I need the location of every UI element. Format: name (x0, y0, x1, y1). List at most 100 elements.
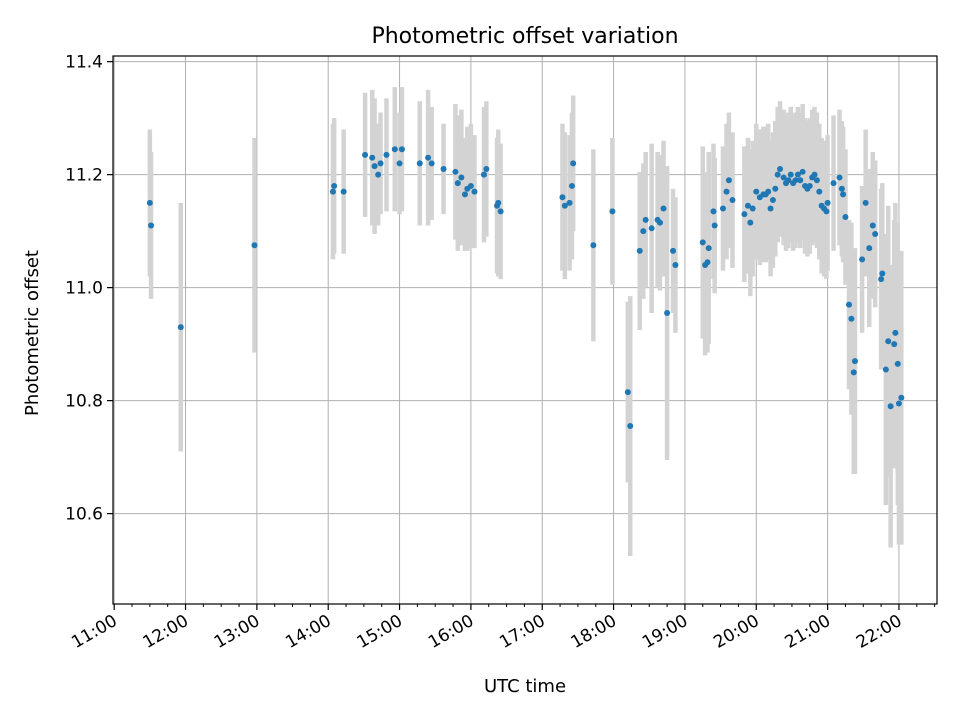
data-point (836, 174, 843, 181)
data-point (866, 245, 873, 252)
data-point (636, 247, 643, 254)
data-point (769, 197, 776, 204)
data-point (850, 369, 857, 376)
data-point (391, 146, 398, 153)
data-point (859, 256, 866, 263)
data-point (642, 216, 649, 223)
data-point (440, 165, 447, 172)
data-point (458, 174, 465, 181)
data-point (823, 208, 830, 215)
data-point (329, 188, 336, 195)
data-point (670, 247, 677, 254)
grid (113, 56, 937, 604)
data-point (846, 301, 853, 308)
data-point (416, 160, 423, 167)
data-point (824, 199, 831, 206)
chart-title: Photometric offset variation (371, 24, 678, 49)
data-point (887, 403, 894, 410)
data-point (559, 194, 566, 201)
y-tick-label: 10.6 (65, 505, 103, 525)
data-point (811, 171, 818, 178)
data-point (723, 188, 730, 195)
y-tick-label: 11.0 (65, 279, 103, 299)
plot-frame (112, 55, 938, 605)
data-point (869, 222, 876, 229)
data-point (590, 242, 597, 249)
data-point (624, 389, 631, 396)
data-point (467, 182, 474, 189)
data-point (891, 341, 898, 348)
data-point (838, 185, 845, 192)
data-point (570, 160, 577, 167)
data-point (816, 188, 823, 195)
data-point (672, 262, 679, 269)
data-point (648, 225, 655, 232)
data-point (753, 188, 760, 195)
data-point (561, 202, 568, 209)
data-point (699, 239, 706, 246)
data-point (331, 182, 338, 189)
data-point (660, 205, 667, 212)
data-point (787, 171, 794, 178)
data-point (566, 199, 573, 206)
data-point (375, 171, 382, 178)
data-point (704, 259, 711, 266)
data-point (785, 177, 792, 184)
data-point (792, 177, 799, 184)
data-point (862, 199, 869, 206)
data-point (894, 360, 901, 367)
data-point (898, 394, 905, 401)
data-point (452, 168, 459, 175)
y-axis-ticks: 10.6 10.8 11.0 11.2 11.4 (65, 53, 113, 525)
data-point (765, 188, 772, 195)
data-point (177, 324, 184, 331)
data-points (146, 146, 905, 430)
data-point (497, 208, 504, 215)
data-point (483, 165, 490, 172)
data-point (371, 163, 378, 170)
data-point (878, 276, 885, 283)
data-point (428, 160, 435, 167)
data-point (710, 208, 717, 215)
data-point (872, 230, 879, 237)
data-point (369, 154, 376, 161)
data-point (774, 171, 781, 178)
data-point (892, 329, 899, 336)
y-tick-label: 11.2 (65, 166, 103, 186)
data-point (767, 205, 774, 212)
data-point (454, 180, 461, 187)
data-point (879, 270, 886, 277)
data-point (383, 151, 390, 158)
data-point (797, 177, 804, 184)
y-tick-label: 11.4 (65, 53, 103, 73)
data-point (729, 197, 736, 204)
data-point (741, 211, 748, 218)
data-point (711, 222, 718, 229)
y-tick-label: 10.8 (65, 392, 103, 412)
data-point (251, 242, 258, 249)
data-point (885, 338, 892, 345)
data-point (780, 174, 787, 181)
data-point (794, 171, 801, 178)
y-axis-label: Photometric offset (22, 250, 43, 416)
data-point (840, 191, 847, 198)
data-point (719, 205, 726, 212)
data-point (377, 160, 384, 167)
data-point (895, 400, 902, 407)
data-point (725, 177, 732, 184)
x-axis-label: UTC time (484, 676, 566, 697)
data-point (568, 182, 575, 189)
data-point (848, 315, 855, 322)
data-point (480, 171, 487, 178)
data-point (749, 205, 756, 212)
data-point (425, 154, 432, 161)
data-point (772, 185, 779, 192)
data-point (362, 151, 369, 158)
data-point (799, 168, 806, 175)
data-point (813, 177, 820, 184)
data-point (398, 146, 405, 153)
data-point (747, 219, 754, 226)
data-point (640, 228, 647, 235)
data-point (842, 214, 849, 221)
